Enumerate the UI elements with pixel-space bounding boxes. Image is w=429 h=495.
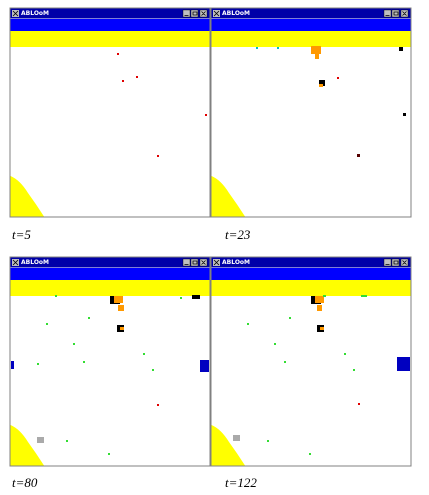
caption: t=5 [12,227,31,242]
caption: t=23 [225,227,251,242]
window-title: ABLOoM [222,259,250,266]
window-title: ABLOoM [21,10,49,17]
window: ABLOoM [210,256,412,467]
window: ABLOoM [210,7,412,218]
caption: t=122 [225,475,257,490]
window-title: ABLOoM [21,259,49,266]
window-title: ABLOoM [222,10,250,17]
caption: t=80 [12,475,38,490]
window: ABLOoM [9,256,211,467]
window: ABLOoM [9,7,211,218]
